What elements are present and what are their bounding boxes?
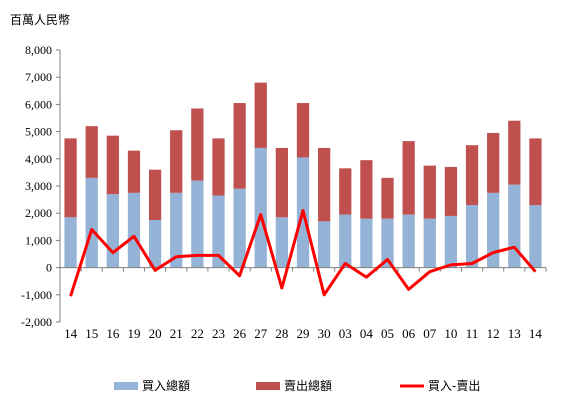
legend-swatch-1 — [114, 382, 138, 390]
y-tick-label-10: 8,000 — [25, 43, 52, 57]
bar-series2-8 — [233, 103, 246, 189]
bar-series2-19 — [465, 145, 479, 206]
bar-series2-13 — [339, 168, 352, 215]
y-tick-label-3: 1,000 — [25, 233, 52, 247]
x-tick-label-18: 10 — [444, 326, 457, 341]
x-tick-label-4: 20 — [149, 326, 162, 341]
bar-series2-9 — [254, 82, 267, 148]
bar-series1-2 — [106, 194, 119, 268]
y-tick-label-7: 5,000 — [25, 125, 52, 139]
bar-series1-16 — [402, 214, 415, 268]
x-tick-label-21: 13 — [508, 326, 521, 341]
bar-series1-14 — [360, 218, 373, 268]
bar-series1-21 — [508, 184, 521, 268]
x-tick-label-8: 26 — [233, 326, 247, 341]
bar-series2-20 — [487, 132, 500, 193]
bar-series2-15 — [381, 177, 394, 219]
x-tick-label-17: 07 — [423, 326, 437, 341]
y-tick-label-6: 4,000 — [25, 152, 52, 166]
line-group — [69, 208, 537, 297]
bar-series1-15 — [381, 218, 394, 268]
bar-series1-5 — [170, 192, 183, 268]
bar-series1-7 — [212, 195, 225, 268]
legend-swatch-2 — [256, 382, 280, 390]
bar-series1-10 — [275, 217, 288, 268]
x-tick-label-10: 28 — [275, 326, 288, 341]
x-tick-label-14: 04 — [360, 326, 374, 341]
bar-series2-14 — [360, 160, 373, 219]
y-tick-label-2: 0 — [46, 261, 52, 275]
bar-series2-22 — [529, 138, 542, 206]
line-series-1 — [69, 208, 537, 297]
x-tick-label-2: 16 — [106, 326, 120, 341]
bar-series1-18 — [444, 215, 458, 268]
legend-label-2: 賣出總額 — [284, 378, 332, 393]
bar-series2-0 — [64, 138, 77, 218]
y-tick-label-4: 2,000 — [25, 206, 52, 220]
bar-series1-12 — [318, 221, 331, 268]
bar-series2-6 — [191, 108, 204, 181]
bar-series1-19 — [465, 205, 479, 268]
bar-series1-20 — [487, 192, 500, 268]
x-tick-label-20: 12 — [487, 326, 500, 341]
bar-series1-9 — [254, 147, 267, 268]
bars-group — [64, 82, 542, 268]
bar-series1-4 — [148, 220, 162, 268]
bar-series2-21 — [508, 120, 521, 185]
y-tick-label-9: 7,000 — [25, 70, 52, 84]
bar-series2-16 — [402, 141, 415, 215]
x-tick-label-11: 29 — [297, 326, 310, 341]
y-tick-label-5: 3,000 — [25, 179, 52, 193]
x-tick-label-22: 14 — [529, 326, 543, 341]
x-tick-label-19: 11 — [466, 326, 479, 341]
bar-series2-5 — [170, 130, 183, 193]
x-tick-label-0: 14 — [64, 326, 78, 341]
bar-series1-13 — [339, 214, 352, 268]
bar-series1-3 — [127, 192, 141, 268]
bar-series2-7 — [212, 138, 225, 196]
bar-series1-17 — [423, 218, 436, 268]
bar-series1-8 — [233, 188, 246, 268]
legend-label-3: 買入-賣出 — [428, 378, 480, 393]
x-tick-label-6: 22 — [191, 326, 204, 341]
bar-series2-1 — [85, 126, 98, 178]
bar-series1-1 — [85, 177, 98, 268]
bar-series2-10 — [275, 147, 288, 218]
x-tick-label-13: 03 — [339, 326, 352, 341]
bar-series2-18 — [444, 166, 458, 216]
y-tick-label-8: 6,000 — [25, 97, 52, 111]
bar-series2-17 — [423, 165, 436, 219]
x-tick-label-9: 27 — [254, 326, 268, 341]
y-tick-label-0: -2,000 — [21, 315, 52, 329]
legend: 買入總額 賣出總額 買入-賣出 — [114, 378, 480, 393]
legend-label-1: 買入總額 — [142, 378, 190, 393]
x-tick-label-15: 05 — [381, 326, 394, 341]
x-tick-label-5: 21 — [170, 326, 183, 341]
bar-series2-11 — [296, 103, 310, 158]
x-tick-label-1: 15 — [85, 326, 98, 341]
bar-series2-4 — [148, 169, 162, 220]
unit-label: 百萬人民幣 — [10, 13, 70, 27]
x-tick-label-7: 23 — [212, 326, 225, 341]
bar-series2-2 — [106, 135, 119, 195]
bar-series1-22 — [529, 205, 542, 268]
y-tick-label-1: -1,000 — [21, 288, 52, 302]
x-tick-label-3: 19 — [127, 326, 140, 341]
bar-series1-0 — [64, 217, 77, 268]
bar-series2-12 — [318, 147, 331, 222]
bar-series2-3 — [127, 150, 141, 193]
axes-group: -2,000 -1,000 0 1,000 2,000 3,000 4,000 5,000 6,… — [21, 43, 547, 341]
bar-series1-6 — [191, 180, 204, 268]
x-tick-label-16: 06 — [402, 326, 416, 341]
x-tick-label-12: 30 — [318, 326, 331, 341]
